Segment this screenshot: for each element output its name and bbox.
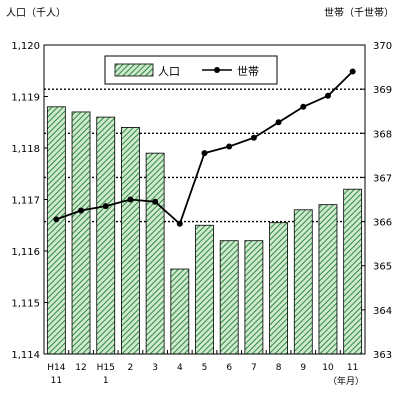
x-axis-category-label: 6	[226, 363, 232, 373]
bar-population	[145, 152, 165, 355]
left-axis-tick-label: 1,117	[11, 196, 40, 207]
legend-swatch-marker	[214, 67, 220, 73]
bar-population	[219, 240, 239, 355]
point-households	[324, 92, 331, 99]
left-axis-unit-label: 人口（千人）	[6, 7, 66, 19]
right-axis-tick-label: 369	[373, 85, 392, 96]
point-households	[275, 119, 282, 126]
bar-population	[71, 111, 91, 355]
left-axis-tick-label: 1,115	[11, 299, 40, 310]
legend-label-households: 世帯	[237, 65, 259, 78]
bar-population	[170, 268, 190, 355]
x-axis-category-label: H15	[97, 363, 115, 373]
right-axis-tick-label: 365	[373, 262, 392, 273]
right-axis-tick-label: 366	[373, 218, 392, 229]
x-axis-category-label: 2	[128, 363, 134, 373]
right-axis-tick-label: 363	[373, 350, 392, 361]
point-households	[78, 207, 85, 214]
x-axis-category-label: 5	[202, 363, 208, 373]
point-households	[226, 143, 233, 150]
bar-population	[343, 188, 363, 355]
left-axis-tick-label: 1,114	[11, 350, 40, 361]
x-axis-category-label: H14	[47, 363, 65, 373]
bar-population	[293, 209, 313, 355]
legend-label-population: 人口	[158, 65, 180, 78]
bar-population	[195, 224, 214, 355]
x-axis-category-label: 8	[276, 363, 282, 373]
bar-population	[269, 222, 288, 355]
point-households	[152, 198, 159, 205]
point-households	[127, 196, 134, 203]
left-axis-tick-label: 1,116	[11, 247, 40, 258]
left-axis-tick-label: 1,118	[11, 144, 40, 155]
right-axis-tick-label: 364	[373, 306, 392, 317]
point-households	[300, 103, 307, 110]
bar-population	[96, 116, 116, 355]
right-axis-unit-label: 世帯（千世帯）	[324, 6, 394, 19]
left-axis-tick-label: 1,120	[11, 41, 40, 52]
x-axis-category-label: 9	[300, 363, 306, 373]
bar-population	[244, 240, 264, 355]
bar-population	[46, 106, 66, 355]
point-households	[201, 150, 208, 157]
legend-swatch-bar	[114, 63, 154, 77]
right-axis-tick-label: 368	[373, 129, 392, 140]
x-axis-category-label: 3	[152, 363, 158, 373]
right-axis-tick-label: 370	[373, 41, 392, 52]
point-households	[176, 220, 183, 227]
x-axis-category-label: 4	[177, 363, 183, 373]
legend: 人口 世帯	[104, 55, 278, 85]
x-axis-category-label: 10	[322, 363, 334, 373]
x-axis-category-label: 7	[251, 363, 257, 373]
point-households	[349, 68, 356, 75]
point-households	[250, 134, 257, 141]
x-axis-category-label: 11	[347, 363, 358, 373]
x-axis-category-label: 1	[103, 376, 109, 386]
point-households	[53, 216, 60, 223]
x-axis-category-label: 11	[51, 376, 62, 386]
x-axis-unit-label: （年月）	[328, 375, 364, 387]
left-axis-tick-label: 1,119	[11, 93, 40, 104]
bar-population	[121, 127, 140, 355]
x-axis-category-label: 12	[75, 363, 86, 373]
point-households	[102, 203, 109, 210]
right-axis-tick-label: 367	[373, 173, 392, 184]
bar-population	[318, 204, 338, 355]
